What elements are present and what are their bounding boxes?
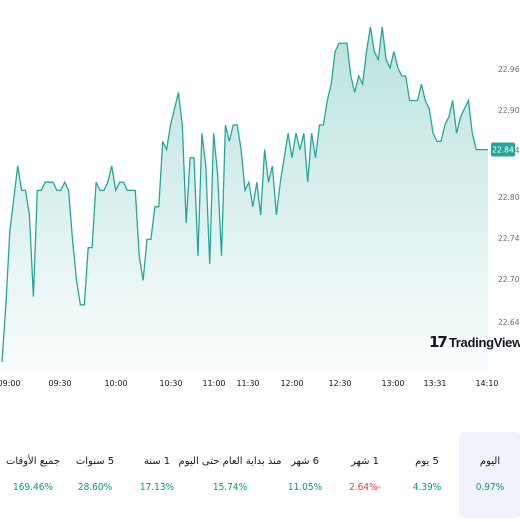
last-price-badge-bg bbox=[491, 142, 515, 157]
time-axis-label: 13:00 bbox=[381, 379, 404, 388]
period-change-value: 17.13% bbox=[139, 482, 175, 493]
period-tab[interactable]: جميع الأوقات 169.46% bbox=[2, 432, 64, 518]
period-tab[interactable]: 1 سنة 17.13% bbox=[126, 432, 188, 518]
period-change-value: 0.97% bbox=[475, 482, 505, 493]
time-axis-label: 14:10 bbox=[475, 379, 498, 388]
period-change-value: 11.05% bbox=[287, 482, 323, 493]
tradingview-logo[interactable]: 17 TradingView bbox=[429, 333, 520, 351]
price-axis-label: 22.96 bbox=[498, 65, 520, 74]
time-axis-label: 10:00 bbox=[104, 379, 127, 388]
time-axis-label: 09:00 bbox=[0, 379, 21, 388]
time-axis-label: 09:30 bbox=[48, 379, 71, 388]
period-change-value: 28.60% bbox=[77, 482, 113, 493]
time-axis-label: 13:31 bbox=[423, 379, 446, 388]
period-change-value: 4.39% bbox=[412, 482, 442, 493]
time-axis[interactable]: 09:00 09:30 10:00 10:30 11:00 11:30 12:00 12:30… bbox=[0, 379, 499, 388]
period-label: 1 سنة bbox=[143, 456, 171, 467]
time-axis-label: 10:30 bbox=[159, 379, 182, 388]
time-axis-label: 12:30 bbox=[328, 379, 351, 388]
period-label: اليوم bbox=[479, 456, 501, 467]
price-axis-label: 22.74 bbox=[498, 234, 520, 243]
period-change-value: 169.46% bbox=[12, 482, 54, 493]
performance-periods: اليوم 0.97% 5 يوم 4.39% 1 شهر -2.64% 6 شهر 11.0… bbox=[0, 432, 520, 522]
price-area bbox=[2, 27, 488, 372]
period-tab[interactable]: منذ بداية العام حتى اليوم 15.74% bbox=[170, 432, 290, 518]
price-axis-label: 22.64 bbox=[498, 318, 520, 327]
last-price-badge: 22.84 bbox=[491, 142, 515, 157]
price-axis-label: 22.80 bbox=[498, 193, 520, 202]
period-label: 1 شهر bbox=[350, 456, 380, 467]
price-area-fill bbox=[2, 27, 488, 372]
time-axis-label: 12:00 bbox=[280, 379, 303, 388]
tradingview-logo-icon: 17 bbox=[429, 333, 448, 351]
period-tab[interactable]: 1 شهر -2.64% bbox=[334, 432, 396, 518]
period-label: 5 يوم bbox=[415, 456, 439, 467]
last-price-badge-text: 22.84 bbox=[492, 146, 514, 155]
period-change-value: 15.74% bbox=[212, 482, 248, 493]
period-label: منذ بداية العام حتى اليوم bbox=[178, 456, 282, 467]
period-tab[interactable]: 5 يوم 4.39% bbox=[396, 432, 458, 518]
price-line bbox=[1, 26, 488, 363]
price-axis-label: 22.90 bbox=[498, 106, 520, 115]
price-axis-label: 22.70 bbox=[498, 275, 520, 284]
period-tab[interactable]: 6 شهر 11.05% bbox=[274, 432, 336, 518]
time-axis-label: 11:30 bbox=[236, 379, 259, 388]
period-tab[interactable]: 5 سنوات 28.60% bbox=[64, 432, 126, 518]
price-line-path bbox=[1, 26, 488, 363]
tradingview-logo-text: TradingView bbox=[448, 334, 520, 350]
time-axis-label: 11:00 bbox=[202, 379, 225, 388]
period-label: جميع الأوقات bbox=[5, 456, 61, 467]
period-tab[interactable]: اليوم 0.97% bbox=[459, 432, 520, 518]
period-label: 6 شهر bbox=[290, 456, 320, 467]
period-change-value: -2.64% bbox=[349, 482, 381, 493]
period-label: 5 سنوات bbox=[75, 456, 115, 467]
